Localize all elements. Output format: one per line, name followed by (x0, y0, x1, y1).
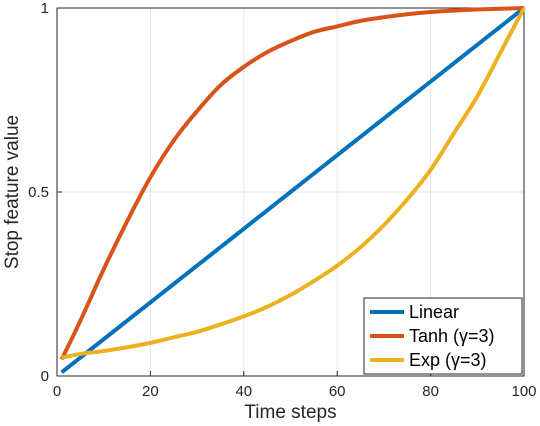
y-axis-title: Stop feature value (2, 115, 23, 269)
y-tick-label: 0 (41, 368, 49, 385)
legend-label: Linear (409, 302, 459, 322)
x-tick-label: 20 (142, 383, 159, 400)
x-tick-label: 80 (422, 383, 439, 400)
legend: Linear Tanh (γ=3) Exp (γ=3) (363, 297, 523, 375)
legend-label: Exp (γ=3) (409, 350, 487, 370)
x-tick-label: 40 (235, 383, 252, 400)
legend-label: Tanh (γ=3) (409, 326, 495, 346)
y-tick-label: 0.5 (28, 184, 49, 201)
y-tick-label: 1 (41, 0, 49, 17)
series-line-2 (59, 6, 525, 361)
series-lines (59, 6, 526, 374)
series-line-3 (61, 7, 526, 360)
x-tick-label: 0 (53, 383, 61, 400)
axis-labels: Time steps Stop feature value (2, 115, 337, 423)
x-axis-title: Time steps (244, 402, 336, 423)
axis-ticks: 0 20 40 60 80 100 0 0.5 1 (28, 0, 536, 400)
x-tick-label: 100 (511, 383, 536, 400)
series-line-1 (60, 6, 526, 374)
x-tick-label: 60 (329, 383, 346, 400)
